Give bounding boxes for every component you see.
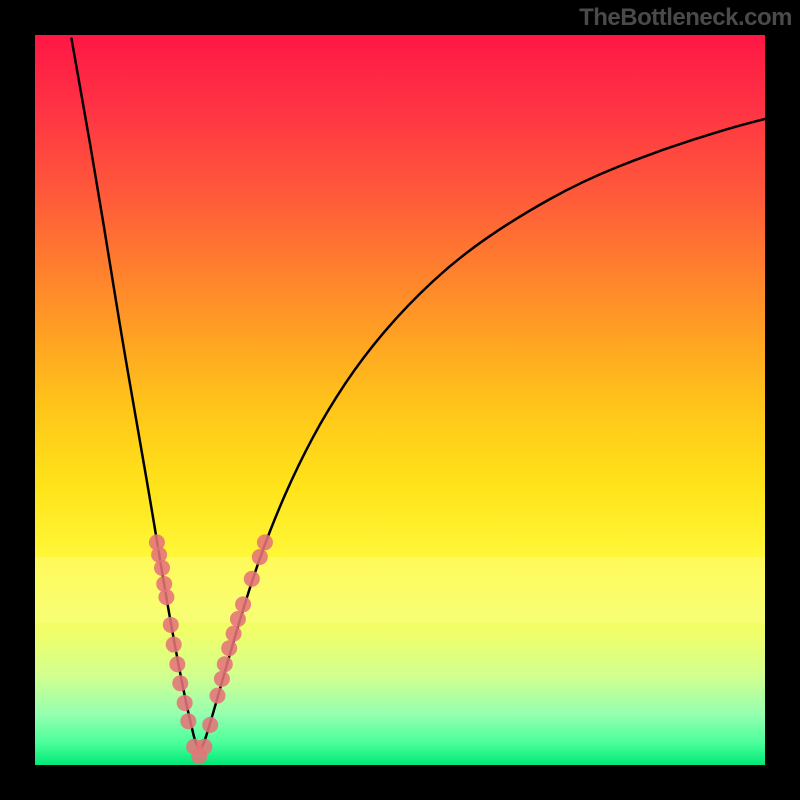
data-marker	[177, 695, 193, 711]
data-marker	[210, 688, 226, 704]
data-marker	[230, 611, 246, 627]
highlight-band	[35, 557, 765, 623]
data-marker	[158, 589, 174, 605]
chart-container: TheBottleneck.com	[0, 0, 800, 800]
bottleneck-chart	[0, 0, 800, 800]
data-marker	[154, 560, 170, 576]
data-marker	[244, 571, 260, 587]
data-marker	[151, 547, 167, 563]
plot-background	[35, 35, 765, 765]
data-marker	[235, 596, 251, 612]
data-marker	[226, 626, 242, 642]
watermark-text: TheBottleneck.com	[579, 4, 792, 32]
data-marker	[221, 640, 237, 656]
data-marker	[196, 739, 212, 755]
data-marker	[172, 675, 188, 691]
data-marker	[214, 671, 230, 687]
data-marker	[180, 713, 196, 729]
data-marker	[257, 534, 273, 550]
data-marker	[166, 637, 182, 653]
data-marker	[217, 656, 233, 672]
data-marker	[202, 717, 218, 733]
data-marker	[163, 617, 179, 633]
data-marker	[252, 549, 268, 565]
data-marker	[169, 656, 185, 672]
